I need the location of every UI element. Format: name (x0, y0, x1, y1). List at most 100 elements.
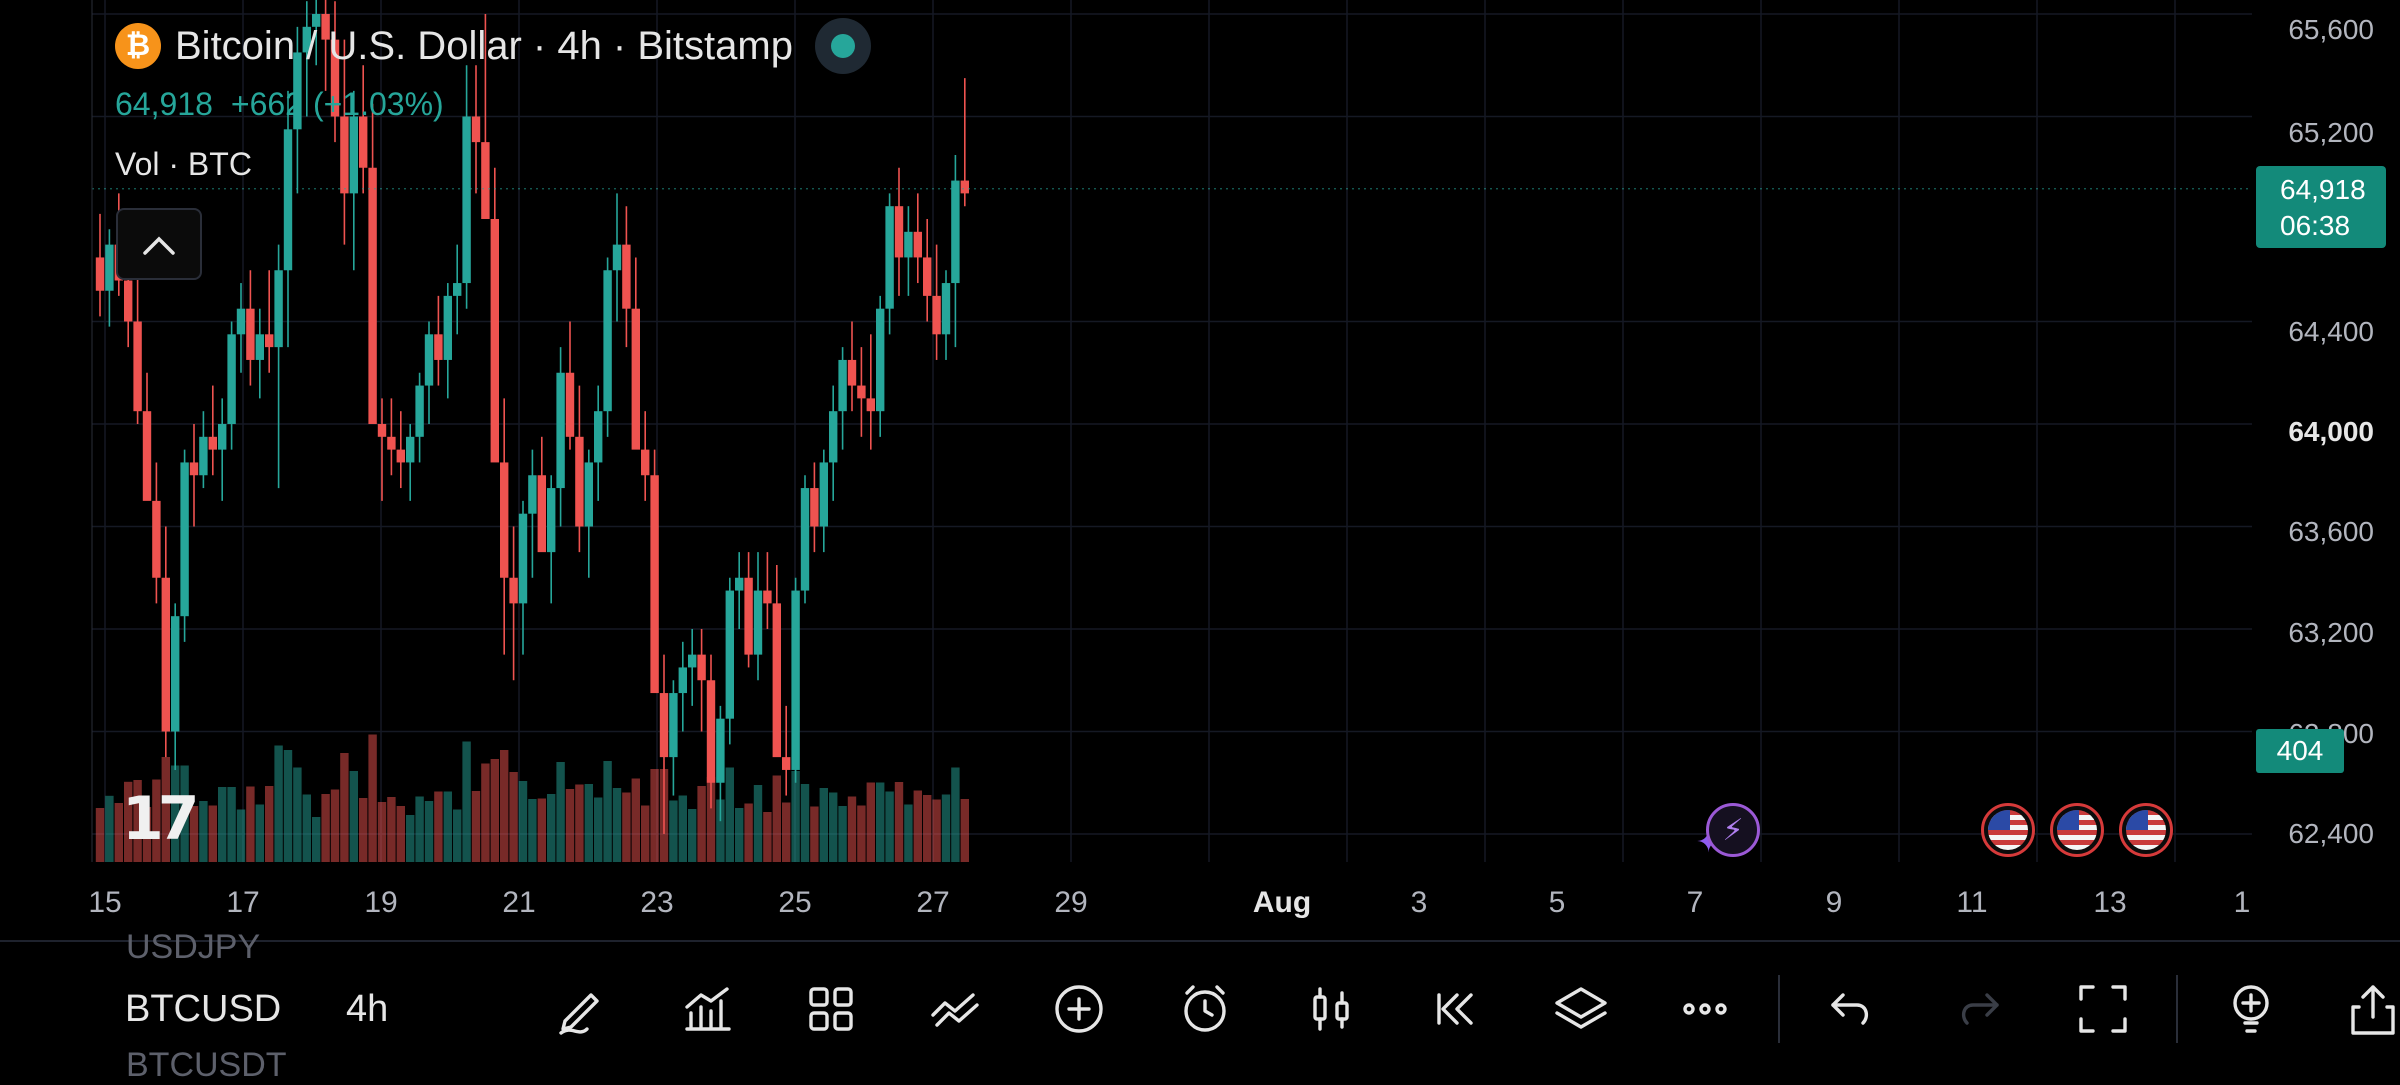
volume-bar (819, 788, 828, 862)
volume-bar (659, 769, 669, 862)
candle-body (594, 411, 603, 463)
volume-bar (105, 795, 114, 862)
candle-body (678, 667, 687, 694)
volume-bar (518, 781, 528, 862)
candle-body (368, 167, 377, 424)
candle-body (283, 129, 293, 271)
volume-bar (866, 782, 875, 862)
volume-bar (500, 750, 509, 862)
volume-bar (462, 741, 471, 862)
time-axis-label: 7 (1686, 886, 1704, 919)
us-economic-event-icon[interactable] (2050, 803, 2104, 857)
volume-bar (894, 782, 904, 862)
previous-symbol[interactable]: USDJPY (126, 928, 261, 966)
volume-bar (547, 794, 556, 862)
candle-body (312, 14, 321, 27)
volume-bar (293, 767, 302, 862)
templates-icon[interactable] (798, 976, 864, 1042)
volume-bar (95, 808, 105, 862)
candle-body (152, 500, 161, 578)
interval-button[interactable]: 4h (346, 988, 389, 1030)
volume-bar (932, 799, 941, 862)
drawing-pen-icon[interactable] (548, 976, 614, 1042)
compare-icon[interactable] (922, 976, 988, 1042)
symbol-button[interactable]: BTCUSD (125, 988, 282, 1030)
candle-body (95, 257, 105, 291)
volume-bar (312, 817, 321, 862)
candle-body (265, 334, 274, 348)
candle-body (509, 577, 518, 604)
redo-icon[interactable] (1946, 976, 2012, 1042)
volume-bar (471, 791, 481, 862)
candle-body (340, 116, 349, 194)
volume-bar (236, 809, 246, 862)
candle-body (443, 295, 452, 360)
volume-bar (565, 789, 575, 862)
candle-body (866, 398, 875, 412)
chart-type-icon[interactable] (1298, 976, 1364, 1042)
volume-bar (622, 792, 631, 862)
candle-body (800, 488, 810, 591)
volume-bar (180, 765, 189, 862)
volume-bar (735, 808, 744, 862)
symbol-legend[interactable]: ₿ Bitcoin / U.S. Dollar · 4h · Bitstamp (115, 18, 871, 74)
candle-body (490, 219, 499, 463)
volume-bar (396, 806, 405, 862)
market-status-icon[interactable] (814, 18, 871, 74)
replay-icon[interactable] (1422, 976, 1488, 1042)
volume-bar (612, 788, 622, 862)
candle-body (706, 680, 716, 783)
share-icon[interactable] (2340, 976, 2400, 1042)
candle-body (218, 424, 227, 450)
time-axis-label: 25 (778, 886, 812, 919)
volume-bar (434, 791, 443, 862)
undo-icon[interactable] (1818, 976, 1884, 1042)
volume-bar (189, 806, 199, 862)
price-axis-label: 65,200 (2288, 117, 2374, 148)
candle-body (500, 462, 509, 578)
time-axis-label: 21 (502, 886, 536, 919)
lightning-event-icon[interactable]: ⚡ (1706, 803, 1760, 857)
next-symbol[interactable]: BTCUSDT (126, 1046, 287, 1084)
symbol-title: Bitcoin / U.S. Dollar · 4h · Bitstamp (175, 23, 793, 68)
candle-body (537, 475, 546, 553)
chart-canvas[interactable] (0, 0, 2400, 940)
volume-bar (330, 789, 340, 862)
alert-icon[interactable] (1172, 976, 1238, 1042)
more-icon[interactable] (1672, 976, 1738, 1042)
ideas-icon[interactable] (2218, 976, 2284, 1042)
candle-body (208, 436, 217, 450)
tradingview-logo[interactable]: 17 (122, 784, 199, 854)
last-price: 64,918 (115, 86, 213, 122)
candle-body (565, 372, 575, 437)
candle-body (885, 206, 894, 309)
volume-bar (377, 802, 387, 862)
volume-bar (161, 757, 170, 862)
price-change-row: 64,918 +662 (+1.03%) (115, 86, 444, 123)
candle-body (941, 283, 951, 335)
volume-bar (340, 753, 349, 862)
add-symbol-icon[interactable] (1046, 976, 1112, 1042)
price-axis-label: 64,400 (2288, 316, 2374, 347)
us-economic-event-icon[interactable] (1981, 803, 2035, 857)
candlestick-chart[interactable] (0, 0, 2400, 940)
candle-body (547, 488, 556, 553)
candle-body (302, 26, 311, 53)
candle-body (622, 244, 631, 309)
price-axis-label: 62,400 (2288, 818, 2374, 849)
toolbar-divider (2176, 975, 2178, 1043)
candle-body (725, 590, 734, 719)
candle-body (236, 308, 246, 335)
us-economic-event-icon[interactable] (2119, 803, 2173, 857)
fullscreen-icon[interactable] (2070, 976, 2136, 1042)
collapse-legend-button[interactable] (116, 208, 202, 280)
layers-icon[interactable] (1548, 976, 1614, 1042)
candle-body (904, 231, 913, 258)
volume-bar (725, 767, 734, 862)
volume-legend[interactable]: Vol · BTC (115, 146, 252, 182)
volume-bar (744, 803, 753, 862)
candle-body (481, 142, 490, 219)
candle-body (584, 462, 593, 527)
indicators-icon[interactable] (674, 976, 740, 1042)
volume-bar (302, 794, 311, 862)
